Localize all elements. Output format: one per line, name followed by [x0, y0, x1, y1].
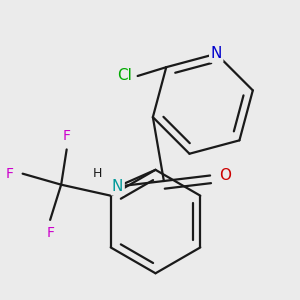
Text: H: H: [93, 167, 103, 180]
Text: Cl: Cl: [117, 68, 132, 83]
Text: N: N: [211, 46, 222, 61]
Text: F: F: [46, 226, 54, 240]
Text: N: N: [112, 179, 123, 194]
Text: O: O: [220, 168, 232, 183]
Text: F: F: [5, 167, 14, 181]
Text: F: F: [63, 129, 71, 143]
